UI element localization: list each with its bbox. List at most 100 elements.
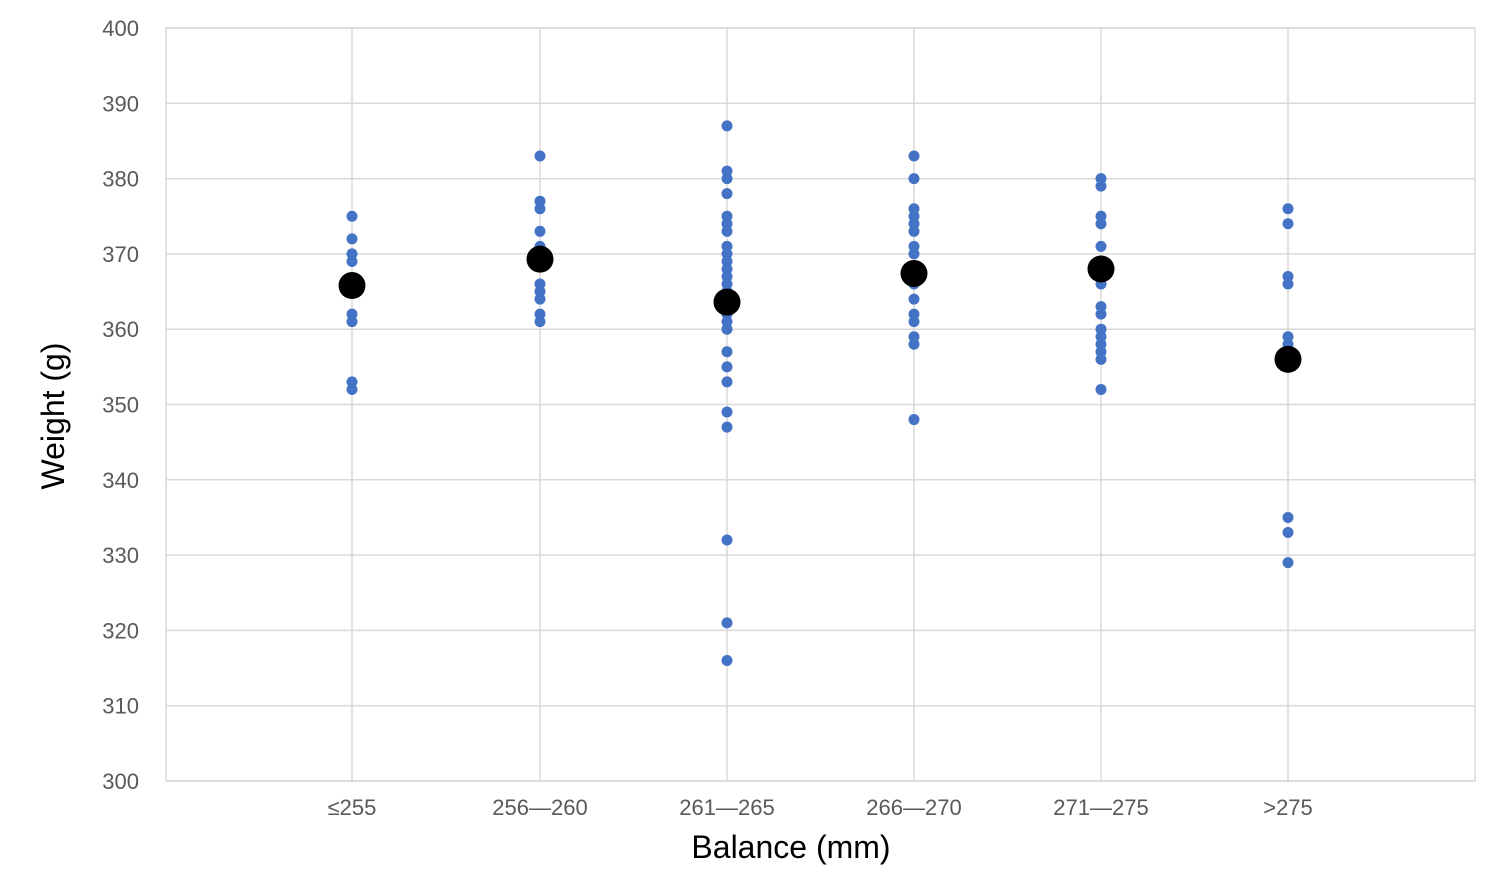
data-point: [721, 248, 733, 260]
data-point: [534, 316, 546, 328]
data-point: [721, 225, 733, 237]
data-point: [721, 240, 733, 252]
data-point: [1282, 557, 1294, 569]
data-point: [1095, 323, 1107, 335]
x-tick-label: 266—270: [866, 795, 961, 820]
y-tick-label: 300: [102, 769, 139, 794]
data-point: [346, 383, 358, 395]
data-point: [534, 150, 546, 162]
data-point: [721, 255, 733, 267]
y-tick-label: 320: [102, 618, 139, 643]
data-point: [908, 316, 920, 328]
data-point: [534, 286, 546, 298]
data-point: [346, 233, 358, 245]
data-point: [721, 173, 733, 185]
x-axis-tick-labels: ≤255 256—260 261—265 266—270 271—275 >275: [328, 795, 1313, 820]
data-point: [1282, 278, 1294, 290]
data-point: [721, 120, 733, 132]
data-point: [1282, 203, 1294, 215]
data-point: [1095, 173, 1107, 185]
data-point: [908, 414, 920, 426]
data-point: [534, 278, 546, 290]
data-point: [908, 210, 920, 222]
data-point: [908, 150, 920, 162]
data-point: [721, 655, 733, 667]
data-point: [1095, 301, 1107, 313]
data-point: [721, 218, 733, 230]
data-point: [721, 165, 733, 177]
data-point: [908, 331, 920, 343]
y-axis-tick-labels: 300 310 320 330 340 350 360 370 380 390 400: [102, 16, 139, 794]
data-point: [721, 406, 733, 418]
data-point: [534, 308, 546, 320]
data-point: [908, 203, 920, 215]
data-point: [908, 240, 920, 252]
x-tick-label: 271—275: [1053, 795, 1148, 820]
data-points: [346, 120, 1294, 667]
y-tick-label: 330: [102, 543, 139, 568]
y-tick-label: 360: [102, 317, 139, 342]
data-point: [908, 248, 920, 260]
y-tick-label: 400: [102, 16, 139, 41]
data-point: [721, 421, 733, 433]
data-point: [1095, 338, 1107, 350]
data-point: [721, 210, 733, 222]
data-point: [721, 278, 733, 290]
data-point: [721, 346, 733, 358]
data-point: [1095, 180, 1107, 192]
data-point: [534, 195, 546, 207]
x-tick-label: 256—260: [492, 795, 587, 820]
data-point: [534, 203, 546, 215]
data-point: [346, 255, 358, 267]
data-point: [346, 248, 358, 260]
data-point: [908, 308, 920, 320]
data-point: [1095, 353, 1107, 365]
data-point: [346, 316, 358, 328]
plot-area-border: [165, 27, 1476, 782]
mean-points: [338, 245, 1302, 373]
data-point: [1095, 383, 1107, 395]
y-tick-label: 340: [102, 468, 139, 493]
y-tick-label: 350: [102, 393, 139, 418]
mean-point: [900, 259, 928, 287]
mean-point: [338, 272, 366, 300]
data-point: [1095, 346, 1107, 358]
data-point: [721, 534, 733, 546]
data-point: [1282, 218, 1294, 230]
data-point: [721, 188, 733, 200]
data-point: [534, 225, 546, 237]
data-point: [721, 361, 733, 373]
data-point: [1095, 308, 1107, 320]
data-point: [1282, 270, 1294, 282]
y-tick-label: 390: [102, 91, 139, 116]
mean-point: [1274, 345, 1302, 373]
data-point: [908, 225, 920, 237]
x-tick-label: ≤255: [328, 795, 377, 820]
data-point: [908, 293, 920, 305]
y-tick-label: 380: [102, 167, 139, 192]
mean-point: [1087, 255, 1115, 283]
data-point: [721, 617, 733, 629]
data-point: [1282, 527, 1294, 539]
data-point: [534, 293, 546, 305]
data-point: [721, 316, 733, 328]
x-tick-label: >275: [1263, 795, 1313, 820]
mean-point: [713, 288, 741, 316]
y-axis-title: Weight (g): [35, 342, 71, 489]
data-point: [721, 270, 733, 282]
data-point: [346, 210, 358, 222]
y-tick-label: 310: [102, 694, 139, 719]
data-point: [1095, 218, 1107, 230]
data-point: [721, 263, 733, 275]
data-point: [908, 173, 920, 185]
data-point: [721, 376, 733, 388]
y-tick-label: 370: [102, 242, 139, 267]
mean-point: [526, 245, 554, 273]
x-axis-title: Balance (mm): [691, 829, 890, 865]
data-point: [1095, 240, 1107, 252]
data-point: [1282, 331, 1294, 343]
data-point: [346, 376, 358, 388]
data-point: [346, 308, 358, 320]
gridlines: [166, 27, 1475, 782]
